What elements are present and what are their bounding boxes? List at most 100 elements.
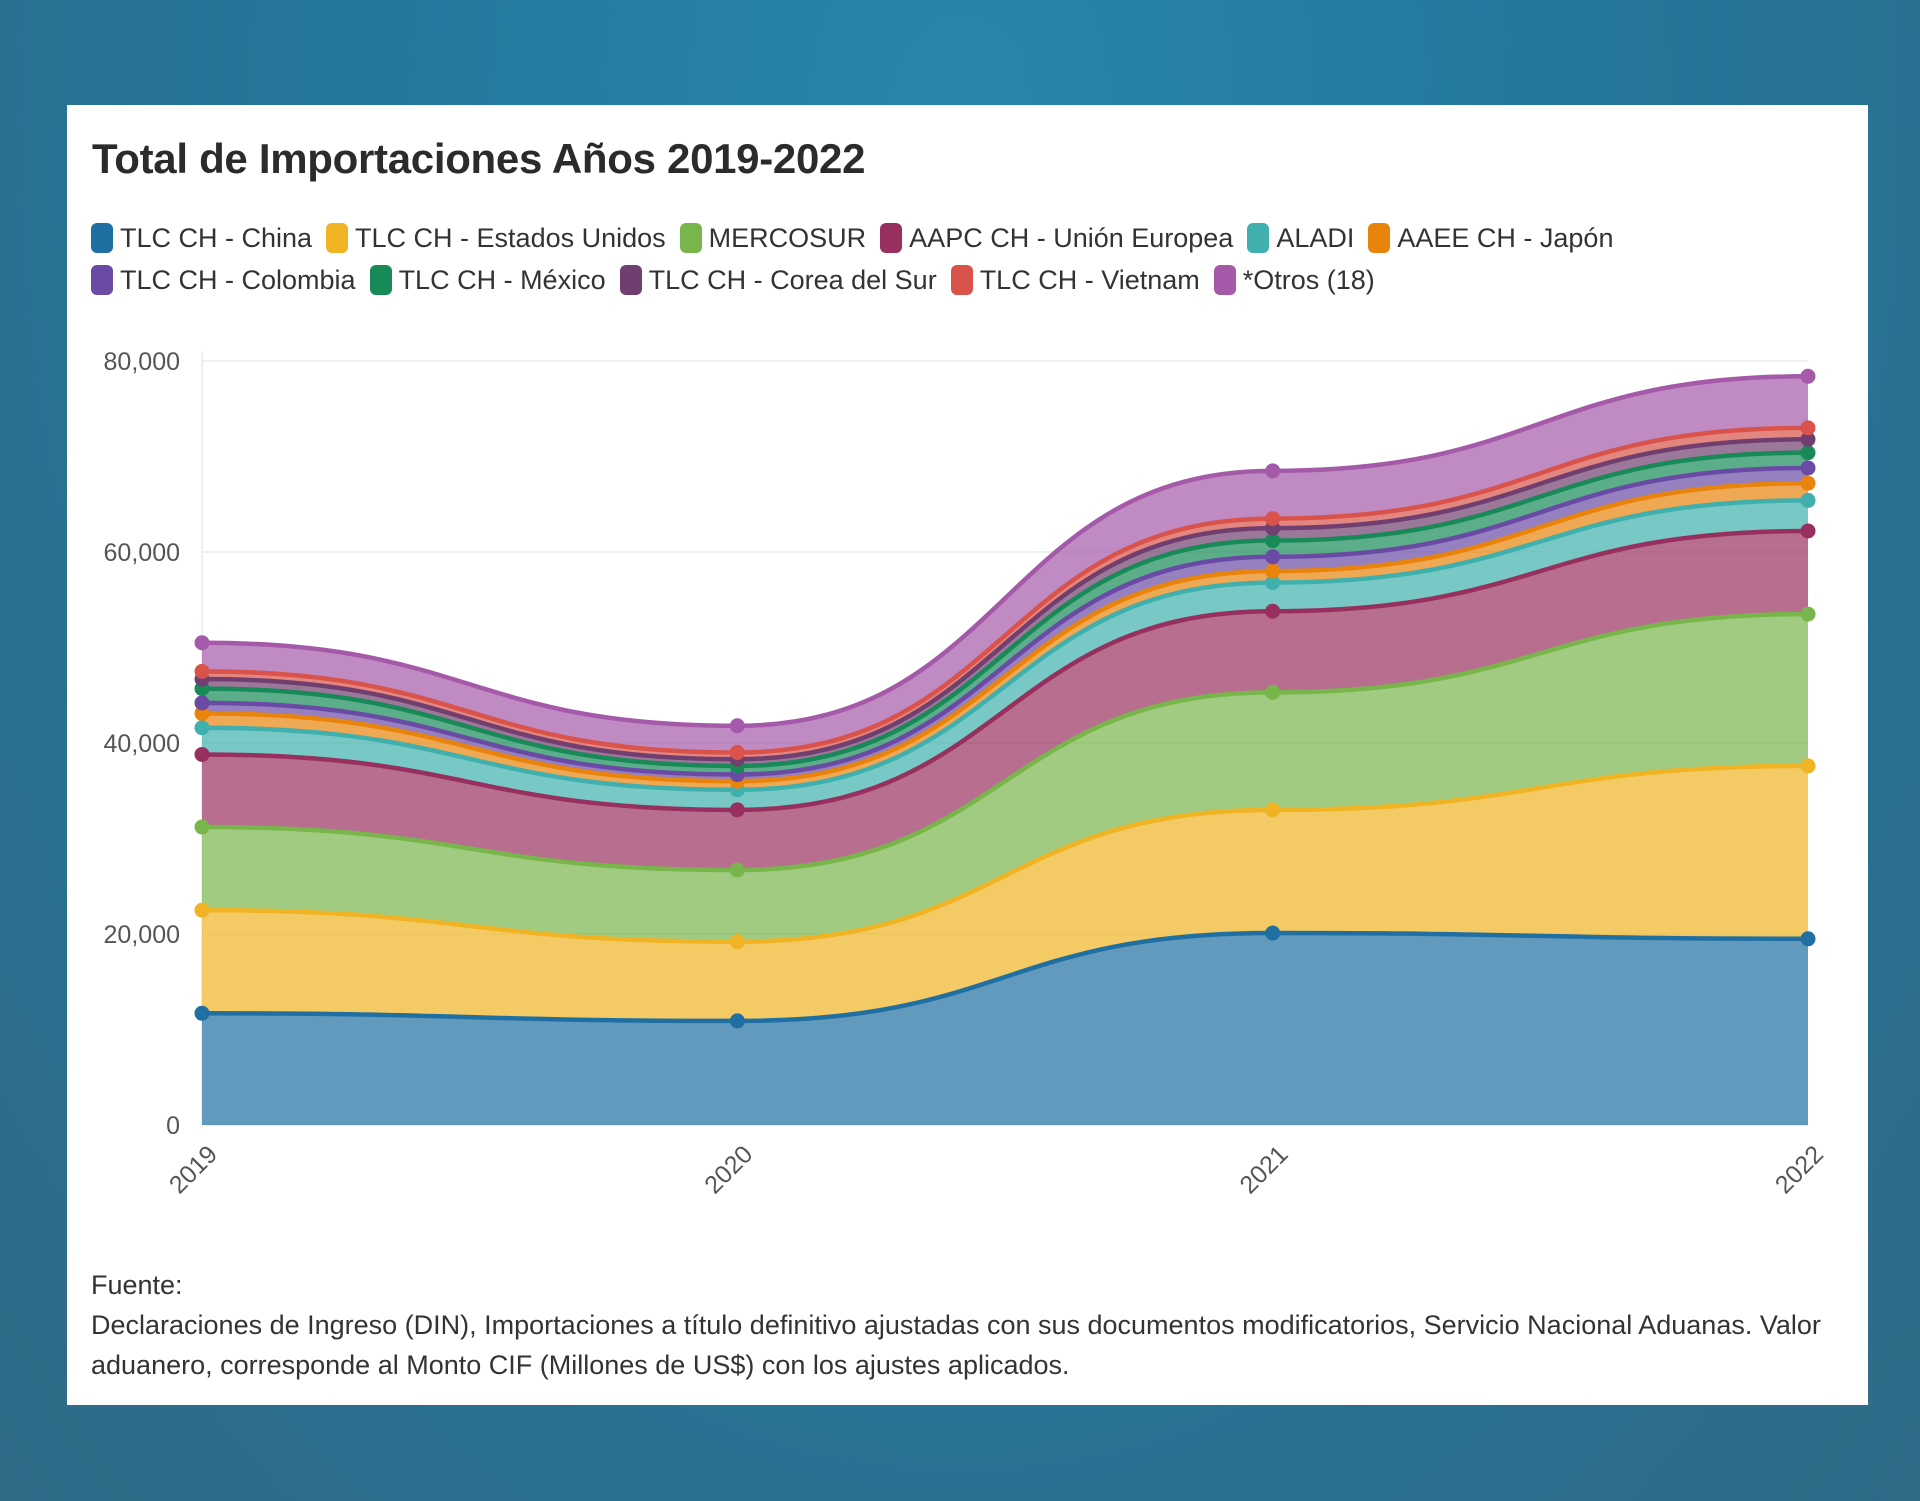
point-mercosur-2022[interactable] (1800, 606, 1816, 622)
legend-swatch (880, 223, 903, 253)
point-aladi-2021[interactable] (1265, 575, 1281, 591)
legend-item-tlc-ch-china[interactable]: TLC CH - China (91, 221, 312, 255)
point-aapc-ch-union-europea-2022[interactable] (1800, 523, 1816, 539)
y-tick-label: 20,000 (104, 921, 180, 949)
legend-label: TLC CH - México (398, 264, 606, 295)
legend-item-aaee-ch-japon[interactable]: AAEE CH - Japón (1368, 221, 1613, 255)
area-aapc-ch-union-europea[interactable] (202, 530, 1808, 871)
point-tlc-ch-china-2020[interactable] (729, 1013, 745, 1029)
legend-item-tlc-ch-vietnam[interactable]: TLC CH - Vietnam (950, 263, 1200, 297)
legend-item-aapc-ch-union-europea[interactable]: AAPC CH - Unión Europea (880, 221, 1233, 255)
point-tlc-ch-china-2019[interactable] (194, 1005, 210, 1021)
point-tlc-ch-colombia-2022[interactable] (1800, 460, 1816, 476)
point-tlc-ch-vietnam-2022[interactable] (1800, 420, 1816, 436)
legend-swatch (950, 265, 973, 295)
point-otros-18-2020[interactable] (729, 718, 745, 734)
line-tlc-ch-corea-del-sur (201, 437, 1809, 762)
point-tlc-ch-estados-unidos-2020[interactable] (729, 934, 745, 950)
point-aapc-ch-union-europea-2020[interactable] (729, 802, 745, 818)
legend-swatch (91, 265, 113, 295)
legend: TLC CH - China TLC CH - Estados Unidos MER… (91, 221, 1791, 297)
area-tlc-ch-estados-unidos[interactable] (202, 765, 1808, 1021)
line-otros-18 (201, 374, 1809, 729)
legend-label: TLC CH - Corea del Sur (648, 264, 937, 295)
legend-item-tlc-ch-estados-unidos[interactable]: TLC CH - Estados Unidos (326, 221, 666, 255)
point-aapc-ch-union-europea-2019[interactable] (194, 746, 210, 762)
point-tlc-ch-china-2021[interactable] (1265, 925, 1281, 941)
area-tlc-ch-china[interactable] (202, 933, 1808, 1125)
legend-swatch (369, 265, 392, 295)
legend-label: TLC CH - China (120, 222, 313, 253)
line-aapc-ch-union-europea (201, 528, 1809, 813)
series-lines (194, 368, 1816, 1029)
source-text: Declaraciones de Ingreso (DIN), Importac… (91, 1310, 1821, 1380)
point-tlc-ch-colombia-2019[interactable] (194, 695, 210, 711)
point-aaee-ch-japon-2022[interactable] (1800, 475, 1816, 491)
y-tick-label: 60,000 (104, 539, 180, 567)
legend-item-tlc-ch-corea-del-sur[interactable]: TLC CH - Corea del Sur (619, 263, 937, 297)
legend-label: TLC CH - Estados Unidos (355, 222, 666, 253)
legend-swatch (326, 223, 349, 253)
x-tick-label: 2020 (699, 1140, 758, 1199)
point-tlc-ch-estados-unidos-2021[interactable] (1265, 802, 1281, 818)
legend-label: TLC CH - Vietnam (979, 264, 1200, 295)
point-tlc-ch-china-2022[interactable] (1800, 931, 1816, 947)
legend-item-tlc-ch-mexico[interactable]: TLC CH - México (369, 263, 606, 297)
legend-label: TLC CH - Colombia (120, 264, 356, 295)
source-label: Fuente: (91, 1270, 183, 1300)
point-otros-18-2021[interactable] (1265, 463, 1281, 479)
legend-swatch (91, 223, 113, 253)
point-tlc-ch-estados-unidos-2022[interactable] (1800, 758, 1816, 774)
point-tlc-ch-mexico-2021[interactable] (1265, 533, 1281, 549)
legend-swatch (1213, 265, 1236, 295)
point-tlc-ch-vietnam-2020[interactable] (729, 745, 745, 761)
y-tick-label: 0 (166, 1112, 180, 1140)
point-tlc-ch-colombia-2021[interactable] (1265, 549, 1281, 565)
legend-label: MERCOSUR (708, 222, 867, 253)
y-tick-label: 40,000 (104, 730, 180, 758)
point-mercosur-2021[interactable] (1265, 684, 1281, 700)
line-mercosur (201, 611, 1809, 873)
legend-item-mercosur[interactable]: MERCOSUR (679, 221, 867, 255)
legend-swatch (619, 265, 642, 295)
point-tlc-ch-mexico-2022[interactable] (1800, 445, 1816, 461)
legend-item-aladi[interactable]: ALADI (1247, 221, 1354, 255)
area-aladi[interactable] (202, 500, 1808, 810)
area-otros-18[interactable] (202, 376, 1808, 753)
legend-item-tlc-ch-colombia[interactable]: TLC CH - Colombia (91, 263, 356, 297)
chart-title: Total de Importaciones Años 2019-2022 (92, 135, 866, 182)
area-chart: 0 20,000 40,000 60,000 80,000 2019 2020 2021 202… (104, 348, 1829, 1199)
line-tlc-ch-china (201, 930, 1809, 1024)
line-aaee-ch-japon (201, 480, 1809, 784)
point-otros-18-2019[interactable] (194, 635, 210, 651)
point-aaee-ch-japon-2021[interactable] (1265, 563, 1281, 579)
point-tlc-ch-vietnam-2019[interactable] (194, 663, 210, 679)
line-tlc-ch-colombia (201, 465, 1809, 777)
y-tick-label: 80,000 (104, 348, 180, 376)
legend-swatch (679, 223, 702, 253)
x-tick-label: 2022 (1770, 1140, 1829, 1199)
point-tlc-ch-corea-del-sur-2022[interactable] (1800, 431, 1816, 447)
point-otros-18-2022[interactable] (1800, 368, 1816, 384)
source-note: Fuente: Declaraciones de Ingreso (DIN), … (91, 1265, 1831, 1385)
area-mercosur[interactable] (202, 614, 1808, 942)
legend-label: *Otros (18) (1242, 264, 1375, 295)
x-tick-label: 2021 (1235, 1140, 1294, 1199)
point-aaee-ch-japon-2019[interactable] (194, 705, 210, 721)
point-tlc-ch-estados-unidos-2019[interactable] (194, 902, 210, 918)
point-aapc-ch-union-europea-2021[interactable] (1265, 603, 1281, 619)
legend-label: ALADI (1276, 222, 1355, 253)
legend-label: AAEE CH - Japón (1397, 222, 1614, 253)
chart-card: Total de Importaciones Años 2019-2022 TL… (67, 105, 1868, 1405)
point-mercosur-2020[interactable] (729, 862, 745, 878)
x-tick-label: 2019 (164, 1140, 223, 1199)
point-tlc-ch-vietnam-2021[interactable] (1265, 511, 1281, 527)
line-tlc-ch-estados-unidos (201, 763, 1809, 944)
point-aladi-2019[interactable] (194, 720, 210, 736)
line-tlc-ch-mexico (201, 450, 1809, 769)
line-tlc-ch-vietnam (201, 425, 1809, 755)
point-aladi-2022[interactable] (1800, 492, 1816, 508)
legend-item-otros-18[interactable]: *Otros (18) (1213, 263, 1375, 297)
point-mercosur-2019[interactable] (194, 819, 210, 835)
legend-label: AAPC CH - Unión Europea (909, 222, 1234, 253)
